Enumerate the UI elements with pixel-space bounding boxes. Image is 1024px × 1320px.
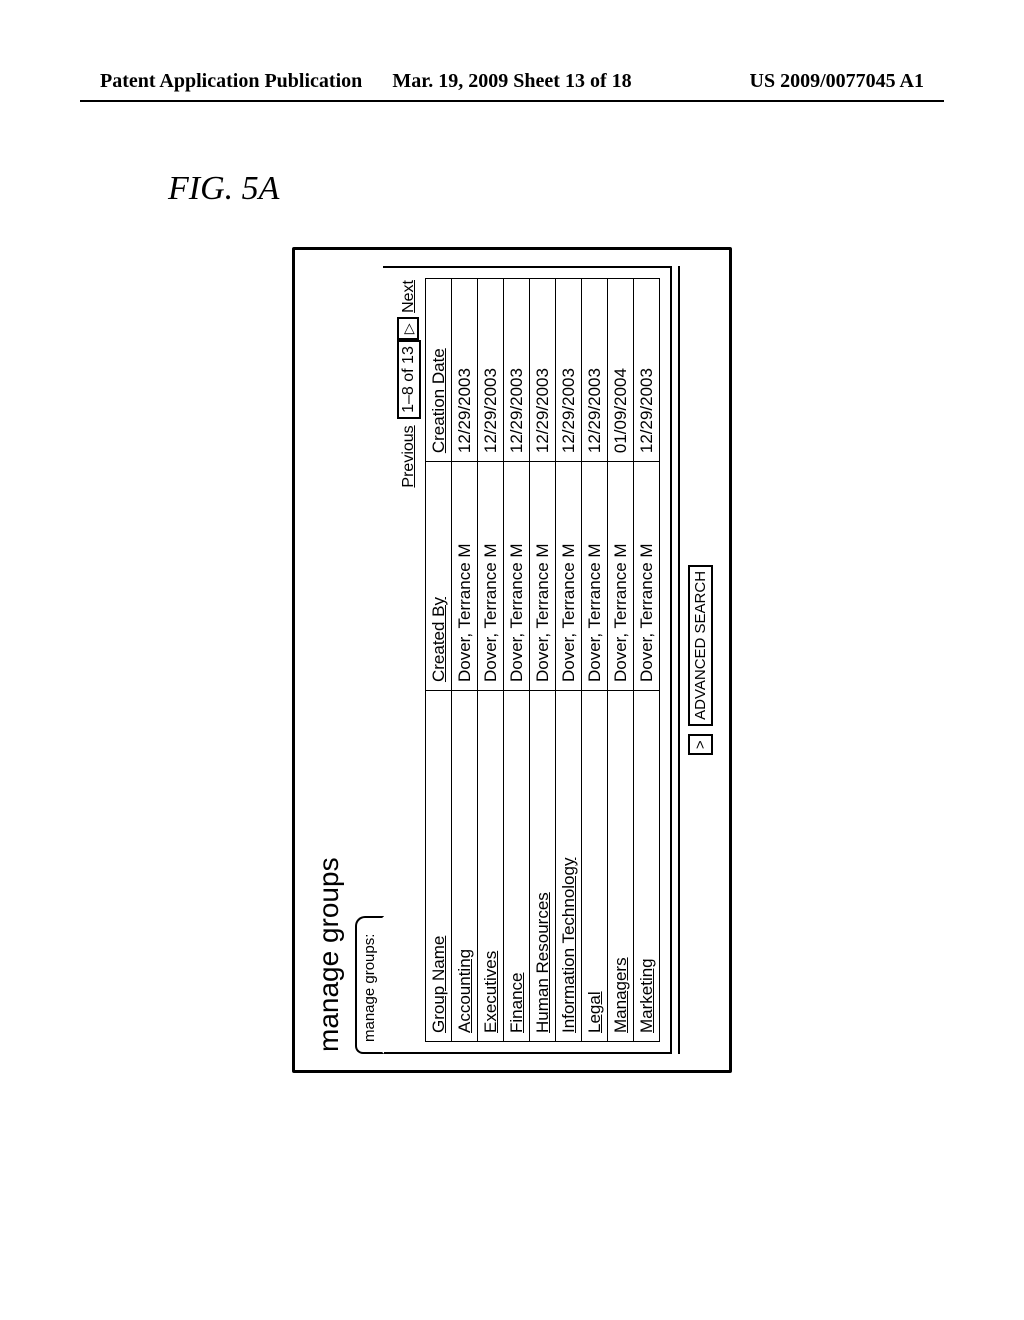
created-by-cell: Dover, Terrance M bbox=[634, 462, 660, 691]
creation-date-cell: 12/29/2003 bbox=[452, 279, 478, 462]
table-row: Human ResourcesDover, Terrance M12/29/20… bbox=[530, 279, 556, 1042]
col-header-creation-date[interactable]: Creation Date bbox=[426, 279, 452, 462]
created-by-cell: Dover, Terrance M bbox=[452, 462, 478, 691]
group-name-link[interactable]: Finance bbox=[504, 691, 530, 1042]
group-name-link[interactable]: Managers bbox=[608, 691, 634, 1042]
group-name-link[interactable]: Information Technology bbox=[556, 691, 582, 1042]
created-by-cell: Dover, Terrance M bbox=[556, 462, 582, 691]
group-name-link[interactable]: Executives bbox=[478, 691, 504, 1042]
creation-date-cell: 01/09/2004 bbox=[608, 279, 634, 462]
group-name-link[interactable]: Accounting bbox=[452, 691, 478, 1042]
advanced-search-row: > ADVANCED SEARCH bbox=[680, 266, 717, 1054]
header-rule bbox=[80, 100, 944, 102]
groups-tbody: AccountingDover, Terrance M12/29/2003Exe… bbox=[452, 279, 660, 1042]
header-right: US 2009/0077045 A1 bbox=[750, 70, 924, 93]
tab-row: manage groups: bbox=[355, 266, 383, 1054]
table-row: Information TechnologyDover, Terrance M1… bbox=[556, 279, 582, 1042]
creation-date-cell: 12/29/2003 bbox=[478, 279, 504, 462]
tab-content: Previous 1–8 of 13▷ Next Group Name Crea… bbox=[383, 266, 672, 1054]
pagination: Previous 1–8 of 13▷ Next bbox=[389, 278, 425, 1042]
page-range-select[interactable]: 1–8 of 13 bbox=[397, 340, 421, 419]
table-row: ManagersDover, Terrance M01/09/2004 bbox=[608, 279, 634, 1042]
table-row: MarketingDover, Terrance M12/29/2003 bbox=[634, 279, 660, 1042]
creation-date-cell: 12/29/2003 bbox=[504, 279, 530, 462]
ui-panel-rotated: manage groups manage groups: Previous 1–… bbox=[292, 247, 732, 1073]
creation-date-cell: 12/29/2003 bbox=[582, 279, 608, 462]
page-range-dropdown[interactable]: ▷ bbox=[397, 317, 419, 340]
group-name-link[interactable]: Legal bbox=[582, 691, 608, 1042]
table-row: ExecutivesDover, Terrance M12/29/2003 bbox=[478, 279, 504, 1042]
table-header-row: Group Name Created By Creation Date bbox=[426, 279, 452, 1042]
next-link[interactable]: Next bbox=[400, 280, 417, 313]
group-name-link[interactable]: Marketing bbox=[634, 691, 660, 1042]
groups-table: Group Name Created By Creation Date Acco… bbox=[425, 278, 660, 1042]
creation-date-cell: 12/29/2003 bbox=[556, 279, 582, 462]
group-name-link[interactable]: Human Resources bbox=[530, 691, 556, 1042]
creation-date-cell: 12/29/2003 bbox=[634, 279, 660, 462]
table-row: AccountingDover, Terrance M12/29/2003 bbox=[452, 279, 478, 1042]
previous-link[interactable]: Previous bbox=[400, 425, 417, 487]
col-header-created-by[interactable]: Created By bbox=[426, 462, 452, 691]
created-by-cell: Dover, Terrance M bbox=[608, 462, 634, 691]
advanced-search-button[interactable]: ADVANCED SEARCH bbox=[688, 565, 713, 726]
created-by-cell: Dover, Terrance M bbox=[530, 462, 556, 691]
advanced-search-caret[interactable]: > bbox=[688, 734, 713, 755]
created-by-cell: Dover, Terrance M bbox=[478, 462, 504, 691]
creation-date-cell: 12/29/2003 bbox=[530, 279, 556, 462]
col-header-group-name[interactable]: Group Name bbox=[426, 691, 452, 1042]
created-by-cell: Dover, Terrance M bbox=[582, 462, 608, 691]
table-row: LegalDover, Terrance M12/29/2003 bbox=[582, 279, 608, 1042]
figure-label: FIG. 5A bbox=[168, 170, 279, 208]
created-by-cell: Dover, Terrance M bbox=[504, 462, 530, 691]
tab-manage-groups[interactable]: manage groups: bbox=[355, 916, 384, 1054]
manage-groups-window: manage groups manage groups: Previous 1–… bbox=[292, 247, 732, 1073]
page: Patent Application Publication Mar. 19, … bbox=[0, 0, 1024, 1320]
page-title: manage groups bbox=[313, 266, 345, 1052]
table-row: FinanceDover, Terrance M12/29/2003 bbox=[504, 279, 530, 1042]
